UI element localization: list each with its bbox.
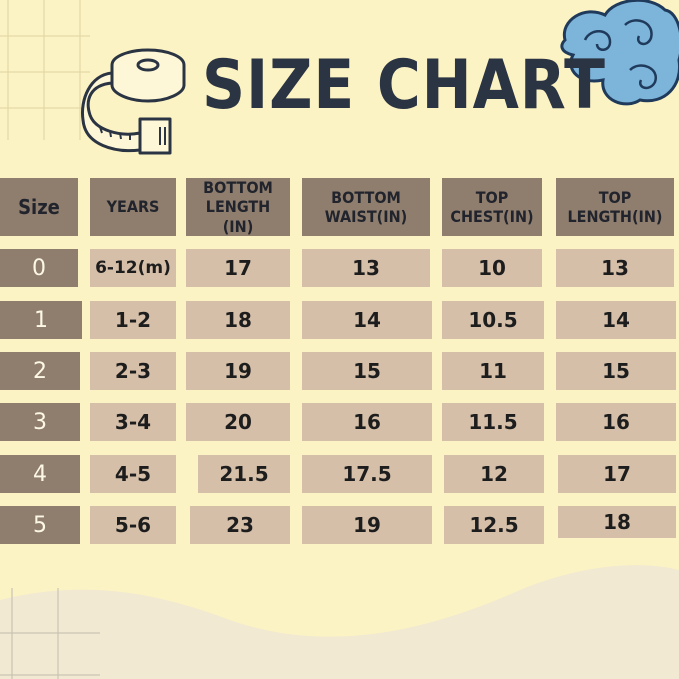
row-4-top-chest: 12 [444, 455, 544, 493]
row-2-bottom-waist: 15 [302, 352, 432, 390]
row-5-bottom-length: 23 [190, 506, 290, 544]
row-0-bottom-waist: 13 [302, 249, 430, 287]
row-3-bottom-waist: 16 [302, 403, 432, 441]
row-3-size: 3 [0, 403, 80, 441]
row-1-bottom-waist: 14 [302, 301, 432, 339]
measuring-tape-icon [80, 48, 186, 155]
row-5-top-chest: 12.5 [444, 506, 544, 544]
row-3-years: 3-4 [90, 403, 176, 441]
row-0-bottom-length: 17 [186, 249, 290, 287]
row-4-size: 4 [0, 455, 80, 493]
row-3-bottom-length: 20 [186, 403, 290, 441]
row-0-top-chest: 10 [442, 249, 542, 287]
cloud-decoration [560, 0, 679, 106]
row-5-bottom-waist: 19 [302, 506, 432, 544]
row-5-years: 5-6 [90, 506, 176, 544]
row-4-years: 4-5 [90, 455, 176, 493]
row-1-top-length: 14 [556, 301, 676, 339]
header-top-length: TOP LENGTH(IN) [556, 178, 674, 236]
row-1-years: 1-2 [90, 301, 176, 339]
row-5-top-length: 18 [558, 506, 676, 538]
header-bottom-length: BOTTOM LENGTH (IN) [186, 178, 290, 236]
row-4-bottom-length: 21.5 [198, 455, 290, 493]
header-size: Size [0, 178, 78, 236]
page-title: SIZE CHART [202, 46, 606, 125]
row-2-bottom-length: 19 [186, 352, 290, 390]
row-2-size: 2 [0, 352, 80, 390]
row-1-size: 1 [0, 301, 82, 339]
header-bottom-waist: BOTTOM WAIST(IN) [302, 178, 430, 236]
row-2-top-chest: 11 [442, 352, 544, 390]
grid-decoration-bottom [0, 588, 100, 679]
header-years: YEARS [90, 178, 176, 236]
row-0-years: 6-12(m) [90, 249, 176, 287]
row-1-top-chest: 10.5 [442, 301, 544, 339]
row-1-bottom-length: 18 [186, 301, 290, 339]
grid-decoration-top [0, 0, 90, 140]
row-3-top-chest: 11.5 [442, 403, 544, 441]
row-5-size: 5 [0, 506, 80, 544]
row-3-top-length: 16 [556, 403, 676, 441]
row-2-top-length: 15 [556, 352, 676, 390]
wave-decoration [0, 565, 679, 679]
row-0-top-length: 13 [556, 249, 674, 287]
row-4-bottom-waist: 17.5 [302, 455, 432, 493]
row-0-size: 0 [0, 249, 78, 287]
row-4-top-length: 17 [558, 455, 676, 493]
header-top-chest: TOP CHEST(IN) [442, 178, 542, 236]
row-2-years: 2-3 [90, 352, 176, 390]
